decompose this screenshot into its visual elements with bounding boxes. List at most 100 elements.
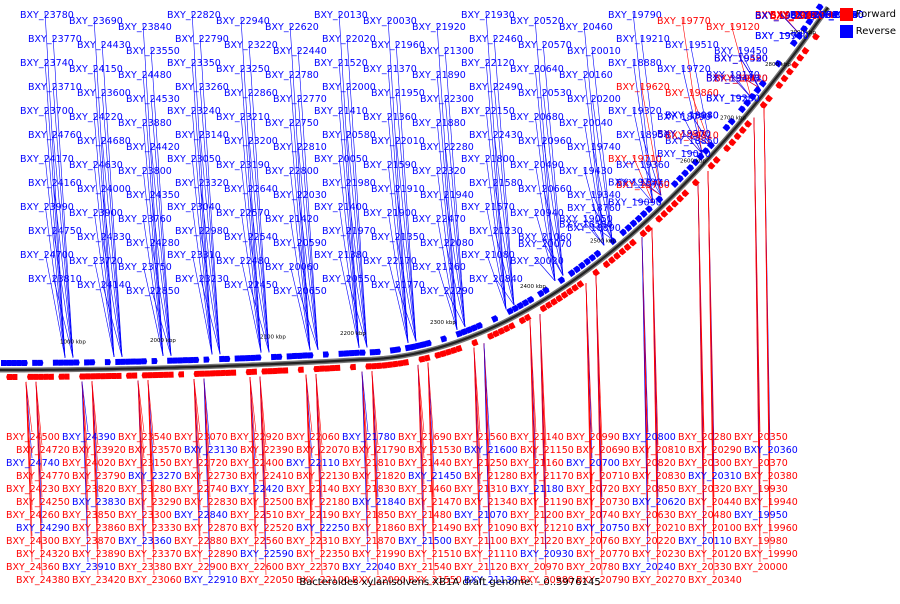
kbp-tick-label: 2800 kbp: [765, 62, 791, 68]
forward-gene-arrow: [6, 373, 13, 381]
gene-label: BXY_19790: [608, 10, 662, 21]
forward-gene-arrow: [115, 372, 122, 379]
reverse-gene-arrow: [521, 299, 529, 307]
gene-label: BXY_21800: [461, 154, 515, 165]
forward-gene-arrow: [318, 365, 325, 372]
leader-line: [191, 203, 213, 355]
gene-label: BXY_20930: [520, 549, 574, 560]
leader-line: [763, 105, 771, 550]
leader-line: [493, 179, 515, 306]
forward-gene-arrow: [623, 243, 632, 251]
gene-label: BXY_23050: [167, 154, 221, 165]
forward-gene-arrow: [63, 373, 70, 380]
leader-line: [93, 257, 115, 358]
leader-line: [681, 130, 703, 154]
gene-label: BXY_19290: [706, 73, 760, 84]
reverse-gene-arrow: [104, 359, 111, 366]
leader-line: [632, 199, 654, 204]
gene-label: BXY_22080: [420, 238, 474, 249]
leader-line: [361, 371, 369, 563]
gene-label: BXY_24420: [126, 142, 180, 153]
gene-label: BXY_19940: [744, 497, 798, 508]
forward-gene-arrow: [812, 32, 820, 41]
leader-line: [436, 215, 458, 330]
gene-label: BXY_21760: [412, 262, 466, 273]
forward-gene-arrow: [670, 199, 679, 208]
reverse-gene-arrow: [800, 25, 808, 33]
forward-gene-arrow: [110, 372, 117, 380]
reverse-gene-arrow: [805, 18, 814, 26]
gene-label: BXY_18900: [657, 129, 711, 140]
gene-label: BXY_22180: [296, 497, 350, 508]
reverse-gene-arrow: [686, 164, 695, 172]
gene-label: BXY_21980: [322, 178, 376, 189]
forward-gene-arrow: [365, 363, 372, 370]
forward-gene-arrow: [204, 370, 211, 377]
reverse-gene-arrow: [6, 359, 13, 367]
gene-label: BXY_22290: [420, 286, 474, 297]
gene-label: BXY_19600: [790, 10, 844, 21]
leader-line: [485, 59, 507, 310]
forward-gene-arrow: [555, 294, 564, 303]
gene-label: BXY_20000: [734, 562, 788, 573]
leader-line: [591, 204, 613, 240]
gene-label: BXY_21770: [371, 280, 425, 291]
gene-label: BXY_20610: [790, 10, 844, 21]
leader-line: [371, 371, 379, 576]
gene-label: BXY_20690: [576, 445, 630, 456]
genome-backbone: [0, 6, 831, 373]
gene-label: BXY_23290: [128, 497, 182, 508]
gene-label: BXY_24290: [16, 523, 70, 534]
gene-label: BXY_19710: [608, 154, 662, 165]
reverse-gene-arrow: [634, 214, 643, 223]
gene-label: BXY_20280: [678, 432, 732, 443]
gene-label: BXY_24330: [77, 232, 131, 243]
gene-label: BXY_20640: [510, 64, 564, 75]
forward-gene-arrow: [471, 338, 479, 347]
leader-line: [583, 167, 605, 246]
gene-label: BXY_20650: [273, 286, 327, 297]
gene-label: BXY_24150: [69, 64, 123, 75]
gene-label: BXY_20580: [322, 130, 376, 141]
gene-label: BXY_19760: [616, 180, 670, 191]
leader-line: [346, 131, 368, 348]
gene-label: BXY_18760: [567, 203, 621, 214]
forward-gene-arrow: [89, 373, 96, 380]
forward-gene-arrow: [765, 94, 773, 103]
gene-label: BXY_20680: [510, 112, 564, 123]
gene-label: BXY_20990: [566, 432, 620, 443]
gene-label: BXY_21460: [398, 484, 452, 495]
gene-label: BXY_22980: [175, 226, 229, 237]
reverse-gene-arrow: [624, 224, 633, 232]
gene-label: BXY_23370: [128, 549, 182, 560]
forward-gene-arrow: [162, 371, 169, 378]
leader-line: [738, 75, 760, 88]
forward-gene-arrow: [94, 373, 101, 380]
leader-line: [689, 89, 711, 145]
gene-label: BXY_24280: [126, 238, 180, 249]
forward-gene-arrow: [79, 373, 86, 380]
leader-line: [583, 221, 605, 246]
forward-gene-arrow: [791, 60, 800, 69]
forward-gene-arrow: [733, 132, 742, 140]
gene-label: BXY_19700: [608, 178, 662, 189]
leader-line: [485, 107, 507, 310]
leader-line: [485, 203, 507, 310]
reverse-gene-arrow: [193, 356, 200, 363]
gene-label: BXY_20820: [622, 458, 676, 469]
gene-label: BXY_22140: [286, 484, 340, 495]
forward-gene-arrow: [801, 46, 810, 55]
leader-line: [93, 113, 115, 357]
gene-label: BXY_21920: [412, 22, 466, 33]
leader-line: [25, 381, 33, 433]
reverse-gene-arrow: [424, 339, 432, 347]
leader-line: [289, 215, 311, 351]
forward-gene-arrow: [167, 371, 174, 378]
gene-label: BXY_23770: [28, 34, 82, 45]
gene-label: BXY_22450: [224, 280, 278, 291]
leader-line: [493, 35, 515, 306]
gene-label: BXY_21100: [454, 536, 508, 547]
reverse-gene-arrow: [374, 348, 381, 356]
leader-line: [240, 209, 262, 353]
leader-line: [248, 41, 270, 353]
